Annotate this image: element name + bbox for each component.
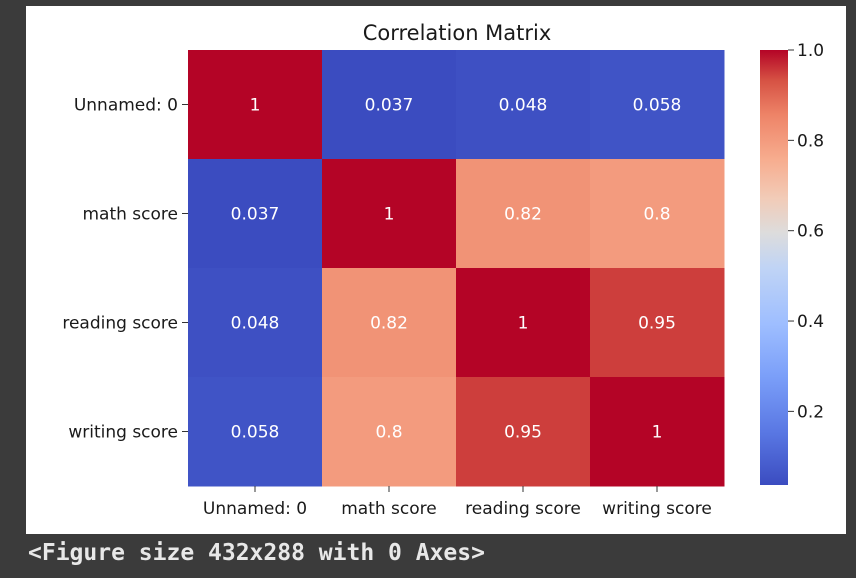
heatmap-cell-r0-c1 (322, 50, 457, 160)
colorbar-tick-label: 1.0 (797, 41, 824, 61)
colorbar-gradient (760, 50, 788, 485)
x-tick-label: math score (341, 499, 437, 519)
heatmap-cell-r0-c3 (590, 50, 725, 160)
x-tick-label: reading score (465, 499, 581, 519)
colorbar-tick-label: 0.6 (797, 222, 824, 242)
colorbar: 0.2 0.4 0.6 0.8 1.0 (760, 41, 824, 485)
y-tick-label: writing score (68, 423, 178, 443)
y-tick-label: reading score (62, 314, 178, 334)
heatmap-cell-r3-c2 (456, 377, 591, 487)
x-tick-label: writing score (602, 499, 712, 519)
heatmap-annotations: 1 0.037 0.048 0.058 0.037 1 0.82 0.8 0.048 0.82 1 0… (231, 96, 682, 443)
heatmap-cell-r1-c1 (322, 159, 457, 269)
cell-annotation-r2-c1: 0.82 (370, 314, 408, 334)
cell-annotation-r0-c3: 0.058 (633, 96, 682, 116)
cell-annotation-r3-c2: 0.95 (504, 423, 542, 443)
cell-annotation-r2-c2: 1 (518, 314, 529, 334)
cell-annotation-r0-c1: 0.037 (365, 96, 414, 116)
figure-size-output-text: <Figure size 432x288 with 0 Axes> (28, 540, 485, 566)
cell-annotation-r0-c0: 1 (250, 96, 261, 116)
correlation-heatmap-chart: Correlation Matrix 1 0.037 0.048 0.058 0.037… (62, 21, 824, 519)
heatmap-cell-r0-c0 (188, 50, 323, 160)
heatmap-cell-r2-c1 (322, 268, 457, 378)
colorbar-tick-label: 0.4 (797, 312, 824, 332)
x-axis: Unnamed: 0 math score reading score writing… (203, 486, 712, 519)
cell-annotation-r3-c0: 0.058 (231, 423, 280, 443)
heatmap-cell-r2-c2 (456, 268, 591, 378)
cell-annotation-r2-c3: 0.95 (638, 314, 676, 334)
x-tick-label: Unnamed: 0 (203, 499, 307, 519)
cell-annotation-r1-c3: 0.8 (643, 205, 670, 225)
heatmap-cell-r3-c1 (322, 377, 457, 487)
colorbar-tick-label: 0.8 (797, 131, 824, 151)
cell-annotation-r2-c0: 0.048 (231, 314, 280, 334)
heatmap-cells (188, 50, 725, 487)
heatmap-cell-r2-c0 (188, 268, 323, 378)
heatmap-cell-r1-c2 (456, 159, 591, 269)
heatmap-cell-r1-c3 (590, 159, 725, 269)
y-tick-label: Unnamed: 0 (74, 96, 178, 116)
cell-annotation-r1-c0: 0.037 (231, 205, 280, 225)
heatmap-cell-r2-c3 (590, 268, 725, 378)
cell-annotation-r0-c2: 0.048 (499, 96, 548, 116)
figure-canvas: Correlation Matrix 1 0.037 0.048 0.058 0.037… (26, 6, 846, 534)
cell-annotation-r3-c1: 0.8 (375, 423, 402, 443)
colorbar-tick-label: 0.2 (797, 402, 824, 422)
heatmap-cell-r3-c0 (188, 377, 323, 487)
cell-annotation-r1-c2: 0.82 (504, 205, 542, 225)
cell-annotation-r1-c1: 1 (384, 205, 395, 225)
y-tick-label: math score (82, 205, 178, 225)
chart-title: Correlation Matrix (363, 21, 552, 45)
cell-annotation-r3-c3: 1 (652, 423, 663, 443)
heatmap-cell-r0-c2 (456, 50, 591, 160)
y-axis: Unnamed: 0 math score reading score writing… (62, 96, 188, 443)
heatmap-cell-r1-c0 (188, 159, 323, 269)
heatmap-cell-r3-c3 (590, 377, 725, 487)
